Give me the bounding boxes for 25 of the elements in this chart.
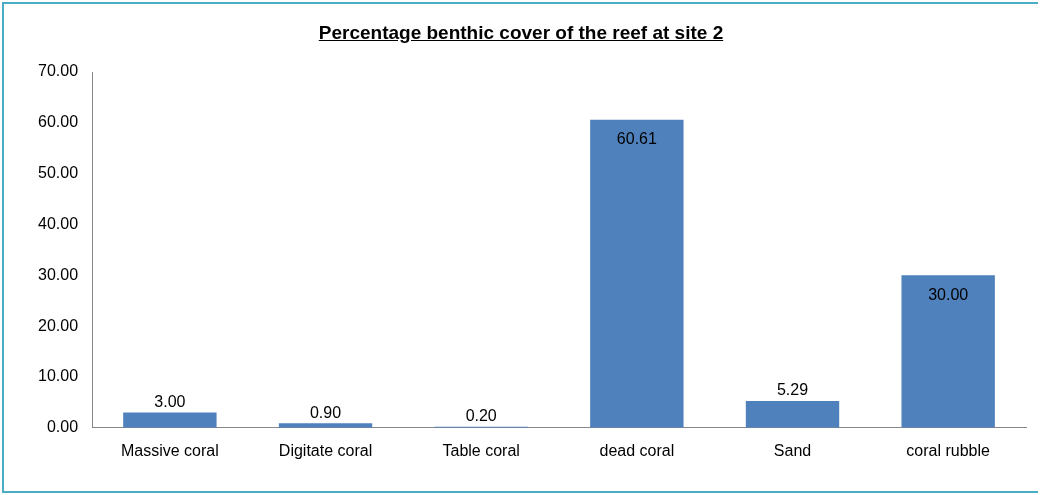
y-tick-label: 20.00 xyxy=(37,316,79,334)
bar xyxy=(590,119,684,428)
y-tick-label: 60.00 xyxy=(37,113,79,131)
y-tick-label: 10.00 xyxy=(37,367,79,385)
bar xyxy=(123,412,217,428)
bar xyxy=(901,275,995,428)
y-tick-label: 30.00 xyxy=(37,265,79,283)
x-tick-label: dead coral xyxy=(599,441,675,459)
bar xyxy=(745,400,840,428)
x-tick-label: Sand xyxy=(773,441,812,459)
x-tick-label: Table coral xyxy=(442,441,520,459)
x-tick-label: Massive coral xyxy=(120,441,219,459)
data-label: 3.00 xyxy=(154,392,186,410)
data-label: 0.90 xyxy=(309,403,342,421)
data-label: 30.00 xyxy=(928,285,969,303)
y-tick-label: 40.00 xyxy=(37,214,79,232)
y-tick-label: 0.00 xyxy=(46,418,79,436)
data-label: 0.20 xyxy=(465,407,497,425)
data-label: 60.61 xyxy=(616,130,657,148)
y-tick-label: 70.00 xyxy=(37,62,79,80)
x-tick-label: Digitate coral xyxy=(278,441,373,459)
data-label: 5.29 xyxy=(776,381,809,399)
y-tick-label: 50.00 xyxy=(37,164,79,182)
x-tick-label: coral rubble xyxy=(906,441,991,459)
chart-title: Percentage benthic cover of the reef at site 2 xyxy=(318,22,724,43)
